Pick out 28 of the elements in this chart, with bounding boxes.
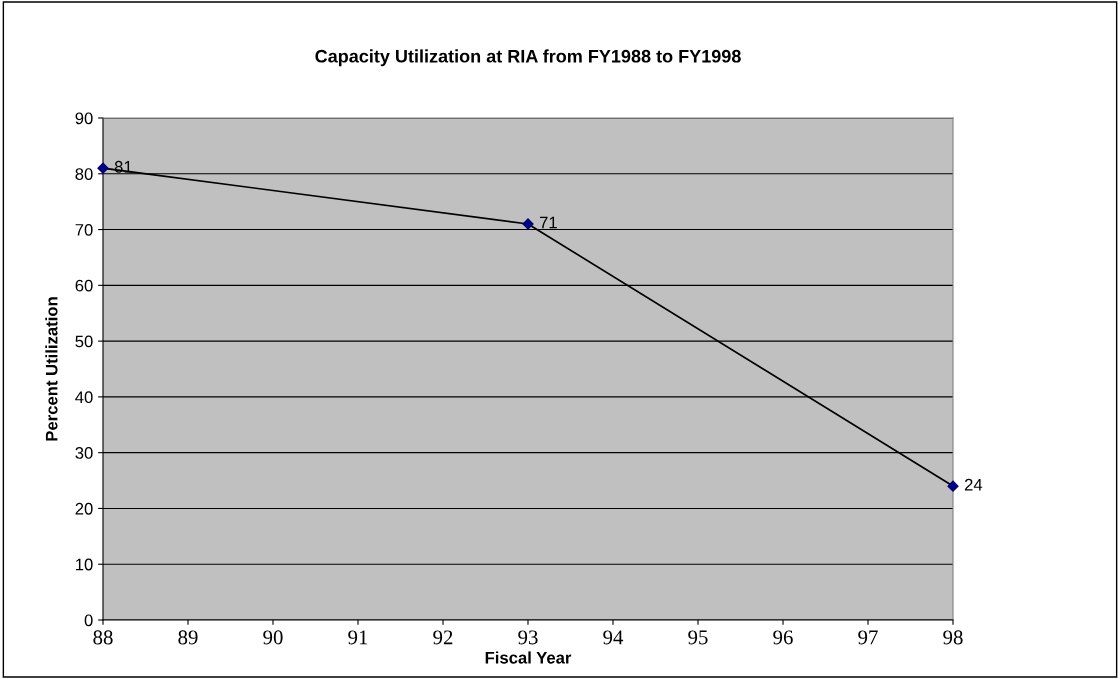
- point: [97, 162, 109, 174]
- x-tick-label: 97: [858, 630, 878, 645]
- y-tick-label: 10: [76, 558, 93, 571]
- x-tick-label: 91: [348, 630, 368, 645]
- y-tick-label: 90: [75, 112, 93, 125]
- x-tick-label: 93: [518, 630, 538, 645]
- x-tick-label: 96: [773, 630, 793, 645]
- x-tick-label: 94: [603, 630, 624, 645]
- y-tick-label: 50: [75, 335, 93, 348]
- x-tick-label: 90: [263, 630, 283, 645]
- x-tick-label: 92: [433, 630, 453, 645]
- y-tick-label: 40: [75, 391, 93, 404]
- y-tick-label: 60: [75, 279, 93, 292]
- x-tick-label: 95: [688, 630, 708, 645]
- point: [947, 480, 959, 492]
- x-tick-label: 98: [943, 630, 963, 645]
- chart-title: Capacity Utilization at RIA from FY1988 to FY1998: [315, 49, 741, 67]
- x-tick-label: 89: [178, 630, 198, 645]
- data-label: 24: [964, 478, 983, 491]
- y-tick-label: 20: [75, 502, 93, 515]
- x-axis-title: Fiscal Year: [485, 651, 572, 664]
- data-label: 71: [539, 216, 557, 229]
- y-axis-title: Percent Utilization: [45, 297, 58, 441]
- y-tick-label: 30: [75, 447, 93, 459]
- x-tick-label: 88: [93, 630, 113, 645]
- y-tick-label: 80: [75, 168, 93, 180]
- y-tick-label: 0: [84, 614, 93, 627]
- y-tick-label: 70: [75, 223, 93, 236]
